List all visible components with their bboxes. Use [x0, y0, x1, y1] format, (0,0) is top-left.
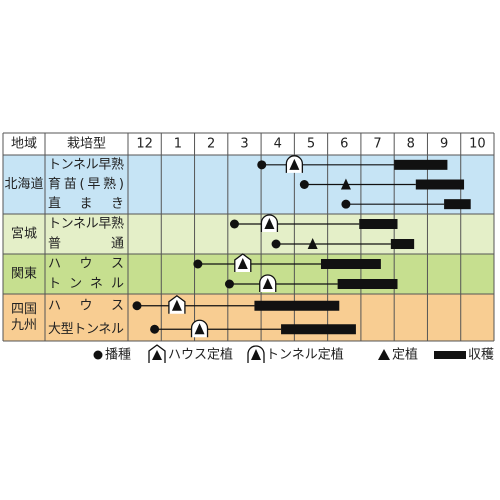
row-label: トンネル早熟 [48, 156, 124, 172]
legend-label: 収穫 [468, 348, 494, 363]
harvest-bar [337, 279, 398, 289]
row-label: ハウス [48, 257, 124, 272]
month-label: 5 [307, 137, 315, 152]
harvest-bar [415, 179, 465, 190]
harvest-bar [320, 259, 381, 269]
plant-triangle [307, 238, 318, 249]
sow-dot [257, 160, 267, 170]
table: 地域 栽培型 12 1 2 3 4 5 6 7 8 9 10北海道トンネル早熟育苗(早熟)直まき宮城トン… [2, 132, 495, 342]
month-label: 2 [207, 137, 215, 152]
row-label: ハウス [48, 298, 124, 313]
header-row [3, 133, 494, 155]
legend: 播種 ハウス定植 トンネル定植 定植 収穫 [93, 344, 494, 363]
legend-label: ハウス定植 [168, 348, 233, 363]
month-label: 7 [373, 137, 381, 152]
harvest-bar [254, 300, 340, 311]
region-label: 北海道 [4, 177, 43, 192]
legend-label: 播種 [105, 347, 131, 363]
region-label: 四国 [11, 302, 37, 317]
plant-triangle [264, 218, 275, 229]
plant-triangle [289, 158, 300, 170]
month-label: 9 [440, 137, 448, 152]
plant-triangle [194, 323, 205, 335]
harvest-bar [390, 239, 415, 249]
row-label: 直まき [48, 197, 124, 212]
sow-dot [150, 324, 160, 334]
sow-dot [224, 279, 234, 289]
legend-harvest-icon [434, 351, 466, 359]
plant-triangle [237, 258, 248, 269]
legend-tunnel-icon [251, 349, 261, 360]
sow-dot [193, 259, 203, 269]
plant-triangle [340, 178, 351, 190]
row-label: 普 通 [48, 237, 124, 252]
sow-dot [299, 180, 309, 189]
month-label: 8 [407, 137, 415, 152]
month-label: 12 [136, 137, 153, 152]
plant-triangle [262, 278, 273, 289]
legend-house-icon [148, 344, 166, 363]
month-label: 6 [340, 137, 348, 152]
region-label: 宮城 [11, 226, 37, 242]
legend-sow-icon [93, 350, 103, 360]
header-cell: 栽培型 [67, 136, 106, 152]
month-label: 10 [469, 137, 486, 152]
harvest-bar [444, 199, 471, 210]
sow-dot [341, 199, 351, 209]
header-cell: 地域 [11, 137, 37, 152]
plant-triangle [171, 299, 182, 311]
legend-label: トンネル定植 [266, 348, 344, 363]
sow-dot [271, 239, 281, 249]
harvest-bar [394, 159, 448, 170]
legend-house-icon [152, 350, 162, 360]
sow-dot [229, 219, 239, 229]
harvest-bar [281, 324, 356, 335]
row-label: トンネル早熟 [48, 216, 124, 232]
month-label: 3 [240, 137, 248, 152]
legend-open-icon [378, 349, 390, 360]
legend-tunnel-icon [247, 345, 265, 363]
region-band [3, 294, 494, 341]
row-label: 大型トンネル [48, 322, 124, 337]
month-label: 1 [174, 137, 182, 152]
region-label: 九州 [11, 318, 37, 333]
harvest-bar [359, 219, 398, 229]
legend-label: 定植 [392, 348, 418, 363]
month-label: 4 [274, 137, 282, 152]
region-label: 関東 [11, 266, 37, 282]
sow-dot [132, 301, 142, 311]
